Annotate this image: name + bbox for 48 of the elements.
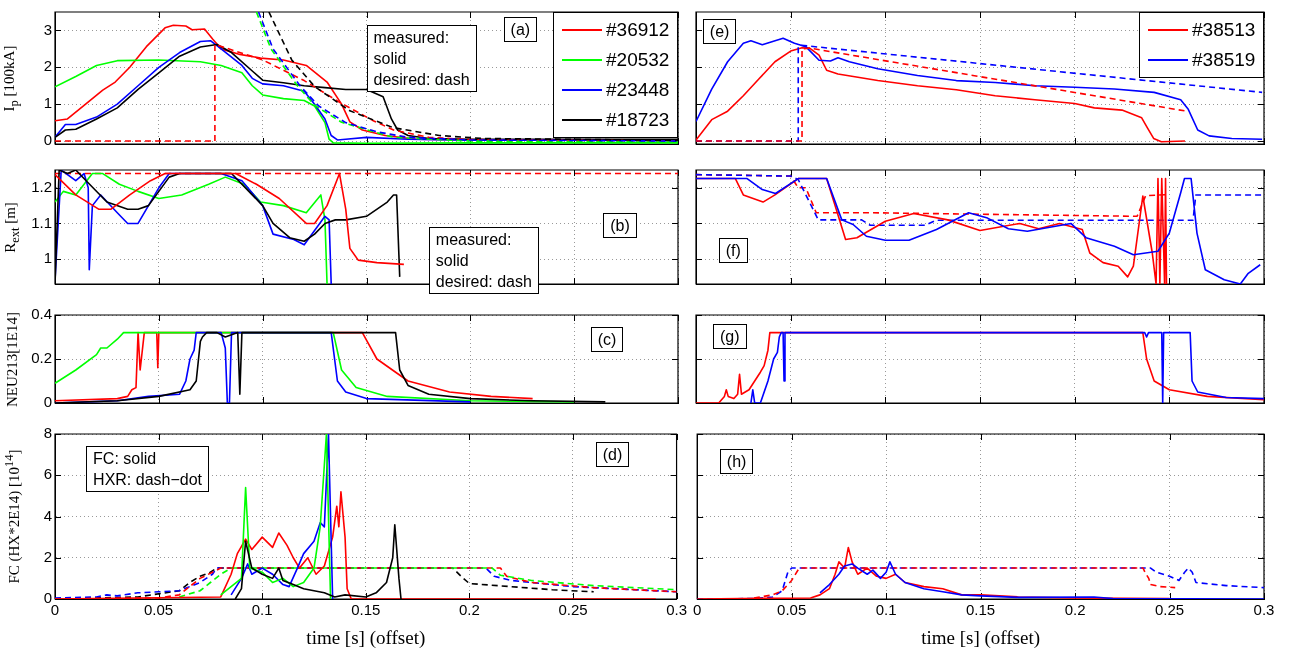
annotation: (g) — [713, 323, 747, 349]
legend-label: #38513 — [1192, 19, 1256, 41]
annotation: (e) — [702, 18, 737, 44]
y-tick-label: 0 — [43, 131, 52, 149]
legend-label: #38519 — [1192, 49, 1256, 71]
x-tick-label: 0.05 — [777, 601, 807, 619]
y-tick-label: 1.1 — [31, 213, 52, 231]
legend-label: #18723 — [606, 109, 670, 131]
x-tick-label: 0.05 — [143, 601, 174, 619]
y-tick-label: 0.2 — [31, 349, 52, 367]
y-tick-label: 3 — [43, 20, 52, 38]
legend-label: #36912 — [606, 19, 670, 41]
annotation: (d) — [595, 442, 630, 468]
annotation: (a) — [503, 17, 538, 43]
x-tick-label: 0.1 — [875, 601, 897, 619]
x-tick-label: 0.2 — [1064, 601, 1086, 619]
x-tick-label: 0.15 — [965, 601, 996, 619]
y-tick-label: 1.2 — [31, 177, 52, 195]
y-tick-label: 0 — [43, 589, 52, 607]
x-tick-label: 0.1 — [251, 601, 273, 619]
x-tick-label: 0.25 — [558, 601, 588, 619]
annotation: FC: solid HXR: dash−dot — [86, 445, 210, 492]
x-tick-label: 0 — [693, 601, 702, 619]
y-axis-title: NEU213[1E14] — [3, 311, 21, 407]
y-tick-label: 1 — [43, 94, 52, 112]
legend-label: #20532 — [606, 49, 670, 71]
annotation: (f) — [718, 238, 748, 264]
y-tick-label: 2 — [43, 57, 52, 75]
annotation: (h) — [719, 448, 754, 474]
x-tick-label: 0.3 — [1253, 601, 1275, 619]
x-tick-label: 0.25 — [1154, 601, 1185, 619]
legend-label: #23448 — [606, 79, 670, 101]
x-tick-label: 0.2 — [458, 601, 480, 619]
y-tick-label: 1 — [43, 249, 52, 267]
y-tick-label: 2 — [43, 547, 52, 565]
y-tick-label: 0 — [43, 393, 52, 411]
y-tick-label: 8 — [43, 424, 52, 442]
y-tick-label: 6 — [43, 465, 52, 483]
y-tick-label: 0.4 — [31, 305, 52, 323]
annotation: (c) — [590, 327, 624, 353]
y-tick-label: 4 — [43, 506, 52, 524]
annotation: (b) — [603, 213, 637, 239]
x-tick-label: 0.15 — [351, 601, 381, 619]
x-tick-label: 0.3 — [666, 601, 687, 619]
annotation: measured: solid desired: dash — [428, 227, 539, 294]
annotation: measured: solid desired: dash — [366, 25, 477, 93]
x-axis-title: time [s] (offset) — [306, 626, 426, 649]
x-axis-title: time [s] (offset) — [921, 626, 1041, 649]
